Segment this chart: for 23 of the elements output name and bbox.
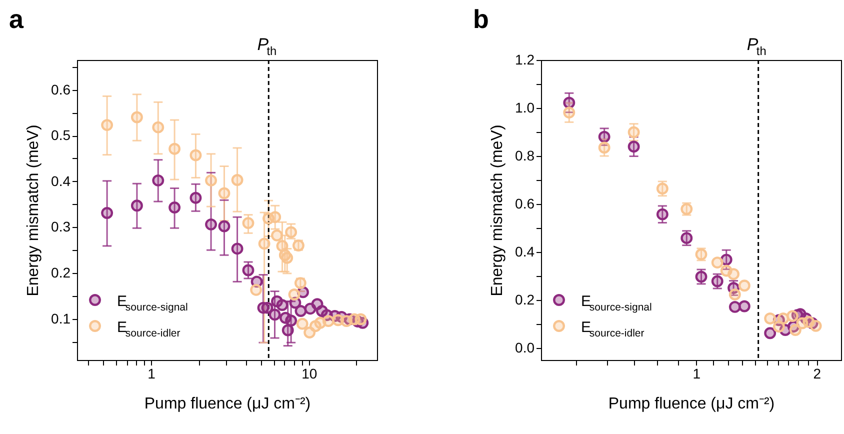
x-tick-label: 1: [692, 366, 701, 382]
y-tick-label: 0.0: [515, 340, 535, 356]
y-tick-label: 0.5: [51, 127, 71, 144]
y-axis-title: Energy mismatch (meV): [25, 124, 42, 296]
chart-title: a: [9, 4, 24, 34]
y-tick-label: 0.8: [515, 148, 535, 164]
x-axis-title: Pump fluence (μJ cm⁻²): [144, 396, 311, 412]
x-tick-label: 1: [148, 366, 156, 382]
y-tick-label: 0.6: [515, 196, 535, 212]
y-tick-label: 0.4: [51, 172, 71, 189]
x-tick-label: 2: [813, 366, 822, 382]
y-tick-label: 0.4: [515, 244, 535, 260]
x-axis-title: Pump fluence (μJ cm⁻²): [608, 396, 775, 412]
chart-title: b: [473, 4, 489, 34]
y-tick-label: 1.0: [515, 100, 535, 116]
y-axis-title: Energy mismatch (meV): [489, 124, 506, 296]
y-tick-label: 0.2: [515, 292, 535, 308]
y-tick-label: 0.6: [51, 81, 71, 98]
y-tick-label: 1.2: [515, 52, 535, 68]
x-tick-label: 10: [302, 366, 318, 382]
y-tick-label: 0.1: [51, 310, 71, 326]
y-tick-label: 0.3: [51, 218, 71, 235]
y-tick-label: 0.2: [51, 264, 71, 280]
